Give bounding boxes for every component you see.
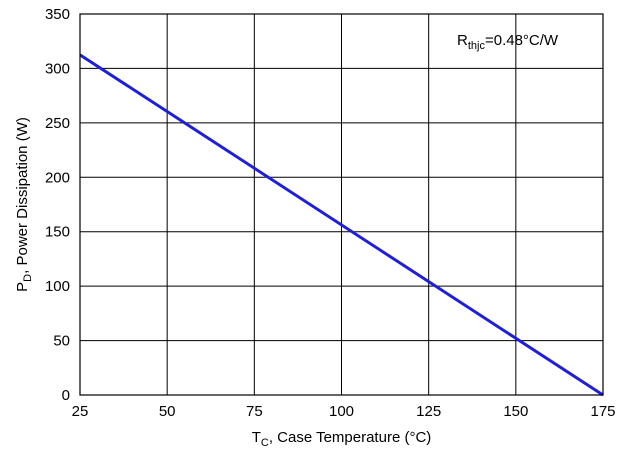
x-tick-label: 100 — [329, 403, 354, 420]
annotation-main: R — [457, 32, 468, 49]
x-axis-label: TC, Case Temperature (°C) — [252, 429, 432, 449]
annotation-sub: thjc — [468, 40, 486, 52]
y-axis-label-rest: , Power Dissipation (W) — [14, 117, 31, 274]
y-tick-label: 100 — [45, 278, 70, 295]
y-tick-label: 350 — [45, 6, 70, 23]
y-axis-label: PD, Power Dissipation (W) — [14, 117, 34, 292]
x-tick-label: 150 — [503, 403, 528, 420]
y-tick-label: 250 — [45, 115, 70, 132]
x-tick-label: 50 — [159, 403, 176, 420]
y-tick-label: 50 — [53, 333, 70, 350]
x-tick-label: 75 — [246, 403, 263, 420]
x-tick-label: 125 — [416, 403, 441, 420]
x-tick-label: 25 — [72, 403, 89, 420]
series-group — [79, 53, 604, 397]
grid — [79, 13, 604, 396]
series-line — [79, 53, 604, 397]
x-axis-label-sub: C — [261, 437, 269, 449]
y-tick-labels: 0 50 100 150 200 250 300 350 — [45, 6, 70, 404]
y-axis-label-main: P — [14, 282, 31, 292]
y-tick-label: 0 — [62, 387, 70, 404]
x-tick-labels: 25 50 75 100 125 150 175 — [72, 403, 616, 420]
annotation-rest: =0.48°C/W — [485, 32, 559, 49]
y-tick-label: 300 — [45, 60, 70, 77]
y-axis-label-sub: D — [22, 274, 34, 282]
y-tick-label: 200 — [45, 169, 70, 186]
thermal-resistance-annotation: Rthjc=0.48°C/W — [457, 32, 559, 52]
plot-frame — [79, 13, 604, 396]
x-axis-label-rest: , Case Temperature (°C) — [269, 429, 431, 446]
y-tick-label: 150 — [45, 224, 70, 241]
x-tick-label: 175 — [590, 403, 615, 420]
x-axis-label-main: T — [252, 429, 261, 446]
